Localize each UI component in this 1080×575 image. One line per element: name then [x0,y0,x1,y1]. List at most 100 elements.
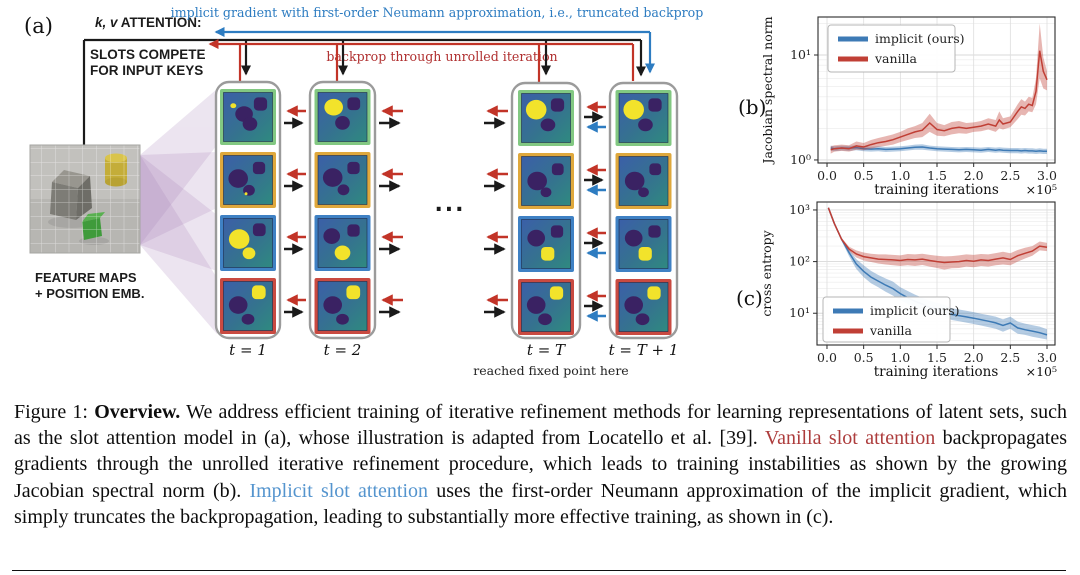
column-label-tT: t = T [527,341,566,359]
implicit-gradient-label: implicit gradient with first-order Neuma… [171,5,704,20]
series-band-vanilla [830,23,1047,154]
ellipsis: ... [434,192,465,217]
x-tick-label: 2.0 [964,350,984,365]
slot-arrow-group [584,290,606,322]
feature-maps-label-line1: FEATURE MAPS [35,270,137,285]
caption-segment: uses the first-order Neumann approximati… [14,479,1067,528]
x-axis-label: training iterations [874,182,999,197]
y-axis-label: cross entropy [759,229,774,316]
slot-arrow-group [484,168,508,192]
y-tick-label: 10³ [789,202,810,217]
x-tick-label: 0.5 [854,350,874,365]
slot-arrow-group [484,231,508,255]
slot-arrow-group [584,164,606,196]
kv-attention-label: k, v ATTENTION: [95,15,202,30]
column-label-tT1: t = T + 1 [609,341,679,359]
figure-caption: Figure 1: Overview. We address efficient… [14,399,1067,530]
slot-arrow-group [584,101,606,133]
column-label-t1: t = 1 [229,341,267,359]
x-axis-label: training iterations [874,364,999,380]
panel-c-label: (c) [736,286,763,310]
fixed-point-label: reached fixed point here [473,363,628,378]
axis-ticks: 0.0 0.5 1.0 1.5 2.0 2.5 3.0 10¹ 10² 10³ [789,202,1057,365]
legend: implicit (ours) vanilla [827,24,965,73]
slot-tile [615,216,672,272]
x-tick-label: 0.0 [817,168,837,183]
slot-arrow-group [284,168,306,192]
slot-tile [615,153,672,209]
slot-arrow-group [284,231,306,255]
slot-arrow-group [484,294,508,318]
gradient-flow-lines [82,26,656,146]
slot-tile [314,89,371,145]
slot-arrow-group [379,231,403,255]
slot-column-tT: t = T [510,81,582,359]
series-line-vanilla [830,50,1048,151]
jacobian-spectral-norm-chart: 0.0 0.5 1.0 1.5 2.0 2.5 3.0 10⁰ 10¹ training iter… [760,16,1057,197]
caption-segment: We address efficient training of iterati… [14,401,1068,450]
caption-segment: Figure 1: [14,401,95,423]
slot-column-t1: t = 1 [214,80,282,359]
slot-tile [220,215,276,271]
panel-a-label: (a) [24,14,53,38]
series-band-vanilla [828,206,1047,270]
slot-arrow-group [379,168,403,192]
y-tick-label: 10² [789,254,810,269]
slot-tile [220,89,276,145]
slot-tile [220,152,276,208]
plot-frame [816,201,1056,346]
slot-tile [314,152,371,208]
legend: implicit (ours) vanilla [822,296,960,343]
y-tick-label: 10⁰ [790,152,811,167]
slot-tile [518,90,574,146]
x-tick-label: 1.5 [927,168,947,183]
slots-compete-label-line2: FOR INPUT KEYS [90,63,203,78]
slot-arrow-group [484,105,508,129]
x-scale-label: ×10⁵ [1026,182,1057,197]
slot-column-tT1: t = T + 1 [609,81,679,359]
caption-segment: Vanilla slot attention [764,427,936,450]
x-tick-label: 2.5 [1000,350,1020,365]
caption-segment: Overview. [94,401,181,423]
x-tick-label: 2.0 [964,168,984,183]
x-tick-label: 1.5 [927,350,947,365]
plot-frame [817,16,1056,164]
x-tick-label: 3.0 [1037,168,1057,183]
slot-column-t2: t = 2 [308,80,377,359]
slot-tile [314,278,371,334]
slots-compete-label-line1: SLOTS COMPETE [90,47,206,62]
slot-tile [220,278,276,334]
y-axis-label: Jacobian spectral norm [760,16,775,165]
x-tick-label: 0.5 [854,168,874,183]
slot-attention-diagram: (a) k, v ATTENTION: implicit gradient wi… [24,5,704,378]
slot-arrow-group [284,105,306,129]
slot-arrow-group [379,294,403,318]
slot-arrow-group [284,294,306,318]
slot-arrow-group [379,105,403,129]
cross-entropy-chart: 0.0 0.5 1.0 1.5 2.0 2.5 3.0 10¹ 10² 10³ training i… [759,201,1057,380]
x-tick-label: 1.0 [890,350,910,365]
slot-tile [518,279,574,335]
column-label-t2: t = 2 [324,341,362,359]
page-rule [12,570,1066,571]
feature-map-image [29,144,141,254]
x-scale-label: ×10⁵ [1026,364,1057,379]
caption-segment: backpropagates gradients through the unr… [14,427,1068,502]
x-tick-label: 3.0 [1037,350,1057,365]
slot-tile [518,153,574,209]
slot-tile [314,215,371,271]
slot-tile [615,90,672,146]
x-tick-label: 2.5 [1000,168,1020,183]
legend-entry-label: vanilla [869,323,913,338]
projection-beams [140,89,217,334]
backprop-label: backprop through unrolled iteration [326,49,557,64]
slot-tile [615,279,672,335]
slot-columns: t = 1 t = 2 t = T t = T + 1 [214,80,679,359]
slot-arrow-group [584,227,606,259]
legend-entry-label: implicit (ours) [875,31,965,46]
axis-ticks: 0.0 0.5 1.0 1.5 2.0 2.5 3.0 10⁰ 10¹ [790,47,1057,183]
caption-segment: Implicit slot attention [249,479,429,502]
series-line-vanilla [827,207,1048,264]
legend-entry-label: implicit (ours) [870,303,960,318]
